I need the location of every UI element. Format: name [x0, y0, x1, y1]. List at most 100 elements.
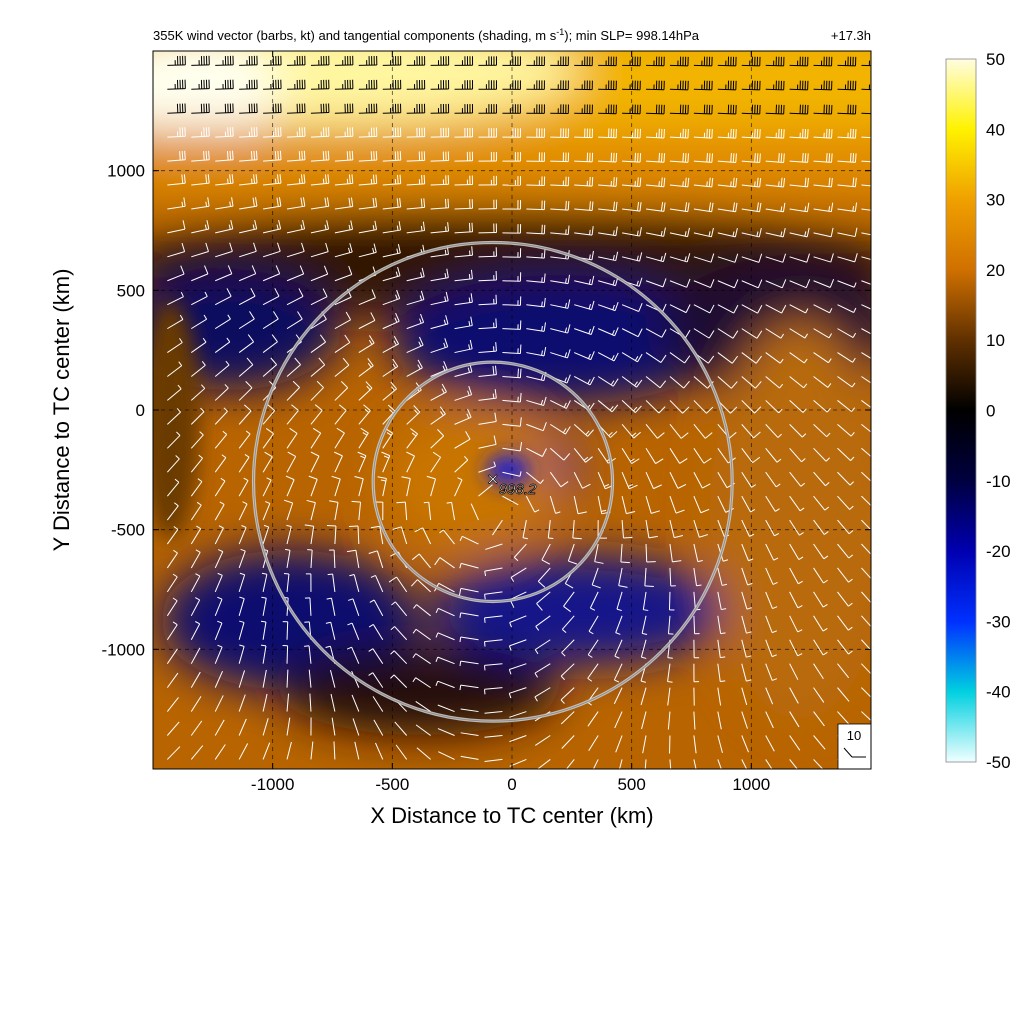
- wind-barb: [597, 352, 619, 362]
- wind-barb-staff: [789, 759, 798, 769]
- wind-barb: [526, 249, 546, 259]
- wind-barb: [358, 79, 378, 90]
- wind-barb-flag: [639, 252, 643, 262]
- wind-barb: [550, 274, 571, 285]
- wind-barb-flag: [299, 265, 305, 275]
- wind-barb: [190, 549, 201, 569]
- wind-barb-flag: [207, 197, 210, 207]
- wind-barb-flag: [441, 383, 447, 393]
- wind-barb-flag: [292, 380, 300, 388]
- wind-barb-flag: [828, 177, 831, 187]
- wind-barb: [406, 103, 426, 114]
- wind-barb: [238, 743, 249, 760]
- wind-barb-flag: [231, 174, 234, 184]
- wind-barb-staff: [310, 88, 329, 90]
- wind-barb: [390, 626, 408, 641]
- wind-barb-flag: [229, 174, 232, 184]
- wind-barb: [693, 471, 711, 489]
- wind-barb-staff: [589, 591, 599, 609]
- wind-barb-flag: [325, 242, 329, 252]
- wind-barb: [861, 711, 871, 722]
- wind-barb-staff: [352, 718, 360, 736]
- wind-barb: [215, 174, 234, 186]
- wind-barb: [669, 278, 691, 288]
- wind-barb: [813, 711, 825, 727]
- wind-barb-staff: [597, 472, 606, 489]
- wind-barb: [669, 352, 691, 364]
- wind-barb-flag: [351, 500, 361, 503]
- wind-barb: [262, 404, 276, 425]
- wind-barb-flag: [346, 646, 352, 650]
- wind-barb-staff: [167, 88, 186, 90]
- wind-barb-staff: [717, 663, 721, 682]
- wind-barb-staff: [765, 112, 784, 115]
- wind-barb-flag: [470, 293, 473, 303]
- wind-barb-staff: [613, 663, 623, 681]
- wind-barb: [509, 735, 527, 743]
- wind-barb: [789, 56, 809, 67]
- wind-barb: [334, 334, 351, 353]
- wind-barb-flag: [319, 334, 327, 343]
- wind-barb: [765, 424, 782, 438]
- wind-barb-flag: [781, 279, 787, 288]
- wind-barb-staff: [669, 160, 688, 163]
- wind-barb: [550, 299, 571, 309]
- wind-barb-staff: [588, 615, 599, 632]
- wind-barb-staff: [372, 696, 384, 712]
- wind-barb-flag: [230, 220, 234, 230]
- wind-barb-flag: [397, 174, 399, 184]
- wind-barb-staff: [837, 304, 854, 313]
- wind-barb: [215, 265, 233, 282]
- wind-barb-staff: [310, 135, 329, 138]
- wind-barb: [667, 615, 674, 635]
- wind-barb-staff: [262, 645, 267, 664]
- wind-barb-flag: [519, 392, 522, 402]
- wind-barb: [454, 56, 474, 66]
- wind-barb-flag: [711, 153, 714, 163]
- wind-barb-staff: [526, 423, 544, 432]
- colorbar-tick-label: -20: [986, 542, 1011, 561]
- wind-barb-staff: [509, 615, 527, 623]
- wind-barb: [191, 220, 210, 234]
- wind-barb-staff: [693, 759, 697, 769]
- wind-barb-staff: [837, 328, 854, 338]
- wind-barb: [358, 103, 378, 114]
- wind-barb-flag: [227, 314, 231, 320]
- wind-barb-flag: [720, 632, 726, 635]
- wind-barb-flag: [351, 150, 354, 160]
- wind-barb: [390, 674, 408, 688]
- wind-barb-staff: [693, 711, 696, 730]
- wind-barb-staff: [741, 687, 748, 706]
- wind-barb: [485, 543, 503, 550]
- wind-barb-staff: [693, 448, 705, 464]
- wind-barb: [238, 265, 257, 282]
- wind-barb-flag: [470, 316, 473, 326]
- wind-barb-flag: [254, 219, 258, 229]
- wind-barb-staff: [332, 573, 336, 592]
- wind-barb: [437, 728, 455, 736]
- wind-barb-flag: [435, 632, 439, 638]
- wind-barb-staff: [484, 591, 503, 595]
- wind-barb: [640, 687, 647, 706]
- wind-barb-flag: [636, 230, 639, 236]
- wind-barb: [616, 591, 623, 612]
- wind-barb-flag: [848, 650, 853, 655]
- wind-barb: [693, 495, 710, 514]
- wind-barb: [861, 471, 871, 482]
- wind-barb-flag: [410, 428, 418, 435]
- wind-barb: [263, 197, 282, 210]
- wind-barb-flag: [590, 607, 596, 611]
- wind-barb: [574, 325, 595, 336]
- wind-barb: [550, 399, 571, 409]
- wind-barb: [526, 422, 547, 432]
- wind-barb: [454, 339, 473, 354]
- wind-barb-flag: [224, 384, 229, 389]
- wind-barb-flag: [370, 312, 376, 321]
- wind-barb: [167, 408, 181, 425]
- wind-barb-flag: [459, 685, 462, 691]
- wind-barb: [717, 663, 726, 683]
- wind-barb-staff: [813, 64, 832, 67]
- wind-barb-staff: [741, 400, 755, 414]
- wind-barb: [454, 408, 472, 425]
- wind-barb-flag: [277, 174, 279, 184]
